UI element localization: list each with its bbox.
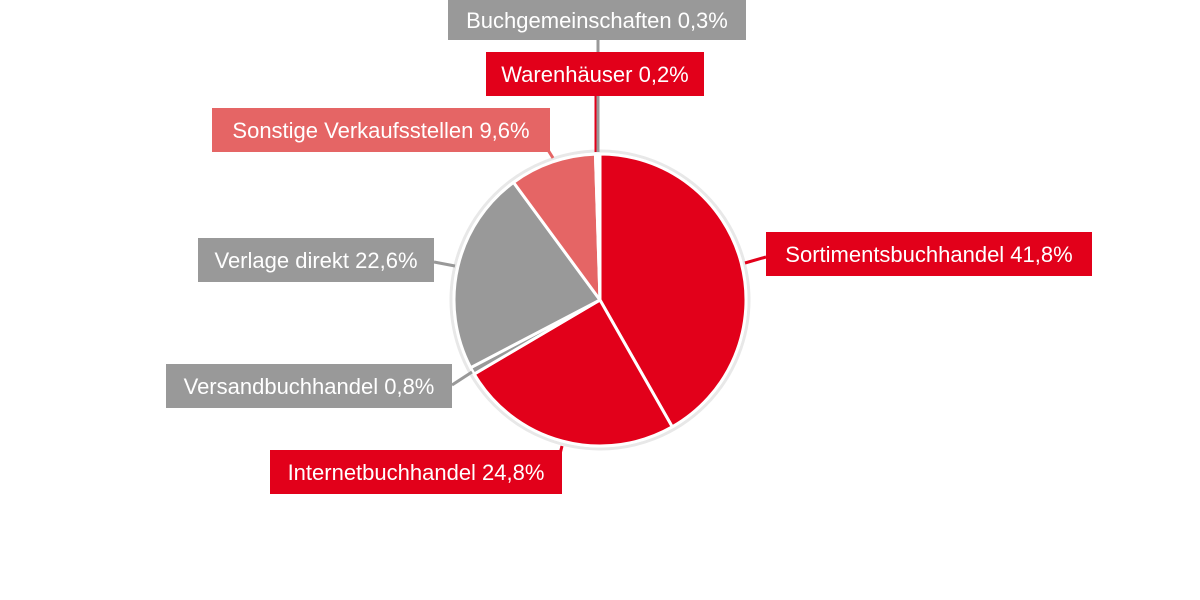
- pie-slice: [595, 152, 602, 302]
- slice-label: Versandbuchhandel 0,8%: [166, 364, 452, 408]
- label-connector: [744, 255, 767, 265]
- slice-label-text: Warenhäuser 0,2%: [501, 62, 689, 87]
- slice-label-text: Internetbuchhandel 24,8%: [288, 460, 545, 485]
- pie-slice: [598, 152, 748, 429]
- slice-label-box: [486, 52, 704, 96]
- slice-label: Internetbuchhandel 24,8%: [270, 450, 562, 494]
- slice-label-box: [270, 450, 562, 494]
- slice-label-box: [766, 232, 1092, 276]
- slice-label-text: Buchgemeinschaften 0,3%: [466, 8, 728, 33]
- pie-slice: [512, 152, 602, 302]
- slice-label-text: Sonstige Verkaufsstellen 9,6%: [232, 118, 529, 143]
- pie-slices: [452, 152, 748, 448]
- label-connector: [451, 370, 473, 387]
- slice-label: Verlage direkt 22,6%: [198, 238, 434, 282]
- pie-slice: [472, 298, 674, 448]
- slice-label-text: Versandbuchhandel 0,8%: [184, 374, 435, 399]
- slice-label: Buchgemeinschaften 0,3%: [448, 0, 746, 40]
- slice-label-text: Verlage direkt 22,6%: [214, 248, 417, 273]
- slice-labels: Sortimentsbuchhandel 41,8% Internetbuchha…: [166, 0, 1092, 494]
- slice-label: Sortimentsbuchhandel 41,8%: [766, 232, 1092, 276]
- slice-label-box: [166, 364, 452, 408]
- slice-label-box: [212, 108, 550, 152]
- slice-label: Warenhäuser 0,2%: [486, 52, 704, 96]
- slice-label-text: Sortimentsbuchhandel 41,8%: [785, 242, 1072, 267]
- pie-slice: [452, 180, 602, 370]
- label-connector: [433, 260, 456, 268]
- slice-label-box: [198, 238, 434, 282]
- slice-label-box: [448, 0, 746, 40]
- slice-label: Sonstige Verkaufsstellen 9,6%: [212, 108, 550, 152]
